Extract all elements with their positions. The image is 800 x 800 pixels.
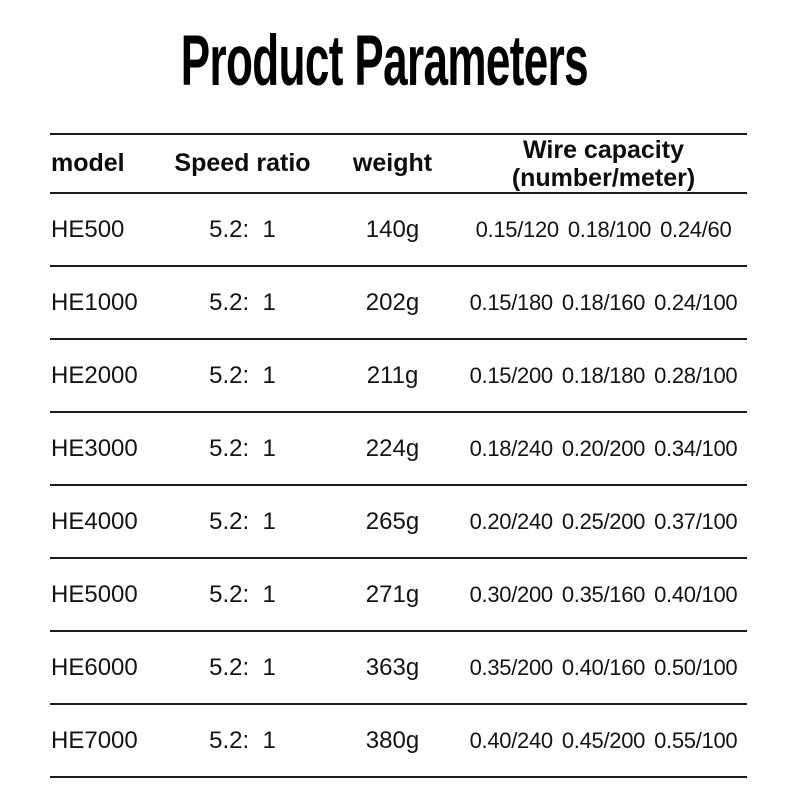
- header-speed-ratio: Speed ratio: [174, 149, 311, 177]
- table-row: HE6000 5.2: 1 363g 0.35/200 0.40/160 0.5…: [50, 632, 747, 705]
- speed-ratio-cell: 5.2: 1: [209, 361, 276, 389]
- table-row: HE500 5.2: 1 140g 0.15/120 0.18/100 0.24…: [50, 194, 747, 267]
- model-cell: HE1000: [51, 288, 138, 316]
- model-cell: HE5000: [51, 580, 138, 608]
- weight-cell: 211g: [366, 361, 419, 389]
- wire-capacity-value: 0.35/160: [561, 581, 646, 607]
- table-row: HE2000 5.2: 1 211g 0.15/200 0.18/180 0.2…: [50, 340, 747, 413]
- wire-capacity-cell: 0.15/200 0.18/180 0.28/100: [460, 363, 747, 389]
- wire-capacity-value: 0.45/200: [561, 727, 646, 753]
- speed-ratio-cell: 5.2: 1: [209, 580, 276, 608]
- wire-capacity-value: 0.30/200: [469, 581, 554, 607]
- model-cell: HE4000: [51, 507, 138, 535]
- wire-capacity-cell: 0.15/120 0.18/100 0.24/60: [460, 217, 747, 243]
- header-wire-capacity: Wire capacity (number/meter): [460, 136, 747, 192]
- wire-capacity-value: 0.28/100: [654, 362, 738, 388]
- wire-capacity-value: 0.55/100: [654, 727, 738, 753]
- header-weight: weight: [352, 149, 433, 177]
- model-cell: HE3000: [51, 434, 138, 462]
- wire-capacity-value: 0.24/60: [660, 216, 732, 242]
- page-title-container: Product Parameters: [0, 26, 800, 97]
- speed-ratio-cell: 5.2: 1: [209, 507, 276, 535]
- spec-table: model Speed ratio weight Wire capacity (…: [50, 133, 747, 778]
- model-cell: HE6000: [51, 653, 138, 681]
- wire-capacity-value: 0.40/240: [469, 727, 554, 753]
- table-header-row: model Speed ratio weight Wire capacity (…: [50, 133, 747, 194]
- weight-cell: 380g: [365, 726, 420, 754]
- weight-cell: 265g: [365, 507, 420, 535]
- model-cell: HE500: [51, 215, 125, 243]
- wire-capacity-value: 0.40/100: [654, 581, 738, 607]
- wire-capacity-value: 0.34/100: [654, 435, 738, 461]
- wire-capacity-value: 0.20/240: [469, 508, 554, 534]
- table-row: HE5000 5.2: 1 271g 0.30/200 0.35/160 0.4…: [50, 559, 747, 632]
- wire-capacity-value: 0.20/200: [561, 435, 646, 461]
- model-cell: HE2000: [51, 361, 138, 389]
- wire-capacity-value: 0.18/240: [469, 435, 554, 461]
- wire-capacity-value: 0.50/100: [654, 654, 738, 680]
- wire-capacity-cell: 0.18/240 0.20/200 0.34/100: [460, 436, 747, 462]
- wire-capacity-cell: 0.20/240 0.25/200 0.37/100: [460, 509, 747, 535]
- wire-capacity-cell: 0.15/180 0.18/160 0.24/100: [460, 290, 747, 316]
- table-row: HE3000 5.2: 1 224g 0.18/240 0.20/200 0.3…: [50, 413, 747, 486]
- wire-capacity-value: 0.24/100: [654, 289, 738, 315]
- weight-cell: 363g: [365, 653, 420, 681]
- wire-capacity-value: 0.15/120: [475, 216, 560, 242]
- wire-capacity-value: 0.15/180: [469, 289, 554, 315]
- wire-capacity-value: 0.25/200: [561, 508, 646, 534]
- wire-capacity-cell: 0.30/200 0.35/160 0.40/100: [460, 582, 747, 608]
- weight-cell: 140g: [365, 215, 420, 243]
- speed-ratio-cell: 5.2: 1: [209, 653, 276, 681]
- wire-capacity-cell: 0.40/240 0.45/200 0.55/100: [460, 728, 747, 754]
- speed-ratio-cell: 5.2: 1: [209, 288, 276, 316]
- page-title: Product Parameters: [180, 22, 588, 101]
- header-wire-capacity-line2: (number/meter): [511, 163, 696, 192]
- weight-cell: 271g: [365, 580, 420, 608]
- header-model: model: [51, 149, 125, 177]
- wire-capacity-value: 0.18/160: [561, 289, 646, 315]
- table-row: HE4000 5.2: 1 265g 0.20/240 0.25/200 0.3…: [50, 486, 747, 559]
- table-row: HE1000 5.2: 1 202g 0.15/180 0.18/160 0.2…: [50, 267, 747, 340]
- header-wire-capacity-line1: Wire capacity: [523, 135, 684, 164]
- model-cell: HE7000: [51, 726, 138, 754]
- weight-cell: 202g: [365, 288, 420, 316]
- speed-ratio-cell: 5.2: 1: [209, 434, 276, 462]
- wire-capacity-value: 0.40/160: [561, 654, 646, 680]
- wire-capacity-value: 0.15/200: [469, 362, 554, 388]
- table-row: HE7000 5.2: 1 380g 0.40/240 0.45/200 0.5…: [50, 705, 747, 778]
- wire-capacity-value: 0.18/100: [567, 216, 652, 242]
- wire-capacity-value: 0.35/200: [469, 654, 554, 680]
- wire-capacity-value: 0.18/180: [561, 362, 646, 388]
- weight-cell: 224g: [365, 434, 420, 462]
- speed-ratio-cell: 5.2: 1: [209, 726, 276, 754]
- speed-ratio-cell: 5.2: 1: [209, 215, 276, 243]
- wire-capacity-cell: 0.35/200 0.40/160 0.50/100: [460, 655, 747, 681]
- wire-capacity-value: 0.37/100: [654, 508, 738, 534]
